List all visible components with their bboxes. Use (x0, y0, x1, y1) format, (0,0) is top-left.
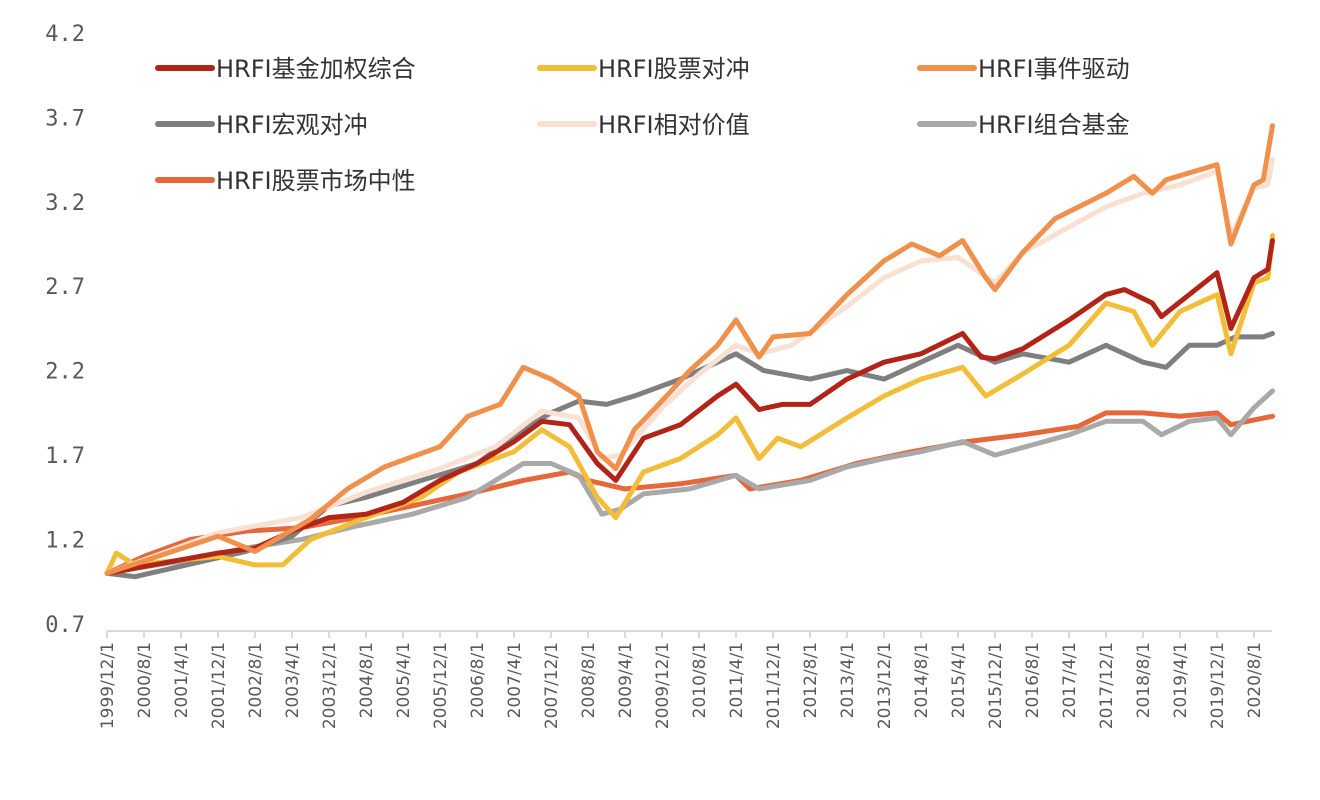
x-tick-label: 2016/8/1 (1023, 642, 1043, 718)
x-tick-label: 2007/12/1 (542, 642, 562, 729)
series-line-4 (104, 157, 1275, 576)
x-tick-label: 2013/12/1 (875, 642, 895, 729)
x-tick-label: 2017/12/1 (1097, 642, 1117, 729)
x-tick-label: 2003/12/1 (320, 642, 340, 729)
series-line-2 (104, 123, 1275, 576)
series-line-5 (104, 388, 1275, 576)
y-tick-label: 1.2 (45, 529, 85, 554)
legend-label: HRFI股票市场中性 (216, 167, 416, 195)
legend-label: HRFI组合基金 (978, 111, 1130, 139)
legend-item: HRFI股票市场中性 (155, 167, 416, 195)
x-tick-label: 2006/8/1 (468, 642, 488, 718)
x-tick-label: 2004/8/1 (357, 642, 377, 718)
legend-item: HRFI股票对冲 (537, 55, 750, 83)
y-tick-label: 3.7 (45, 106, 85, 131)
legend-item: HRFI相对价值 (537, 111, 750, 139)
x-tick-label: 2011/4/1 (727, 642, 747, 718)
legend-item: HRFI事件驱动 (917, 55, 1130, 83)
y-axis: 0.7 1.2 1.7 2.2 2.7 3.2 3.7 4.2 (45, 22, 85, 638)
y-tick-label: 2.2 (45, 360, 85, 385)
x-tick-label: 2019/4/1 (1171, 642, 1191, 718)
y-tick-label: 3.2 (45, 191, 85, 216)
x-tick-label: 2001/4/1 (172, 642, 192, 718)
legend-label: HRFI相对价值 (598, 111, 750, 139)
x-axis: 1999/12/1 2000/8/1 2001/4/1 2001/12/1 2002/8… (98, 630, 1272, 729)
x-tick-label: 2017/4/1 (1060, 642, 1080, 718)
legend: HRFI基金加权综合 HRFI股票对冲 HRFI事件驱动 HRFI宏观对冲 HRFI相对… (155, 55, 1130, 195)
x-tick-label: 2008/8/1 (579, 642, 599, 718)
x-tick-label: 2015/12/1 (986, 642, 1006, 729)
x-tick-label: 2018/8/1 (1134, 642, 1154, 718)
legend-label: HRFI宏观对冲 (216, 111, 368, 139)
x-tick-label: 2013/4/1 (838, 642, 858, 718)
legend-label: HRFI事件驱动 (978, 55, 1130, 83)
x-tick-label: 2009/12/1 (653, 642, 673, 729)
series-line-6 (104, 410, 1275, 576)
x-tick-label: 2019/12/1 (1208, 642, 1228, 729)
x-tick-label: 2012/8/1 (801, 642, 821, 718)
x-tick-label: 2011/12/1 (764, 642, 784, 729)
y-tick-label: 0.7 (45, 613, 85, 638)
y-tick-label: 1.7 (45, 444, 85, 469)
legend-item: HRFI宏观对冲 (155, 111, 368, 139)
legend-label: HRFI股票对冲 (598, 55, 750, 83)
legend-item: HRFI组合基金 (917, 111, 1130, 139)
legend-item: HRFI基金加权综合 (155, 55, 416, 83)
legend-label: HRFI基金加权综合 (216, 55, 416, 83)
x-tick-label: 2001/12/1 (209, 642, 229, 729)
x-tick-label: 2014/8/1 (912, 642, 932, 718)
y-tick-label: 2.7 (45, 275, 85, 300)
x-tick-label: 2009/4/1 (616, 642, 636, 718)
x-tick-label: 2000/8/1 (135, 642, 155, 718)
x-tick-label: 1999/12/1 (98, 642, 118, 729)
x-tick-label: 2005/4/1 (394, 642, 414, 718)
x-tick-label: 2007/4/1 (505, 642, 525, 718)
series-lines (104, 123, 1275, 580)
series-line-1 (104, 233, 1275, 576)
y-tick-label: 4.2 (45, 22, 85, 47)
x-tick-label: 2003/4/1 (283, 642, 303, 718)
x-tick-label: 2005/12/1 (431, 642, 451, 729)
x-tick-label: 2020/8/1 (1245, 642, 1265, 718)
x-tick-label: 2015/4/1 (949, 642, 969, 718)
series-line-0 (104, 238, 1275, 576)
x-tick-label: 2010/8/1 (690, 642, 710, 718)
x-tick-label: 2002/8/1 (246, 642, 266, 718)
